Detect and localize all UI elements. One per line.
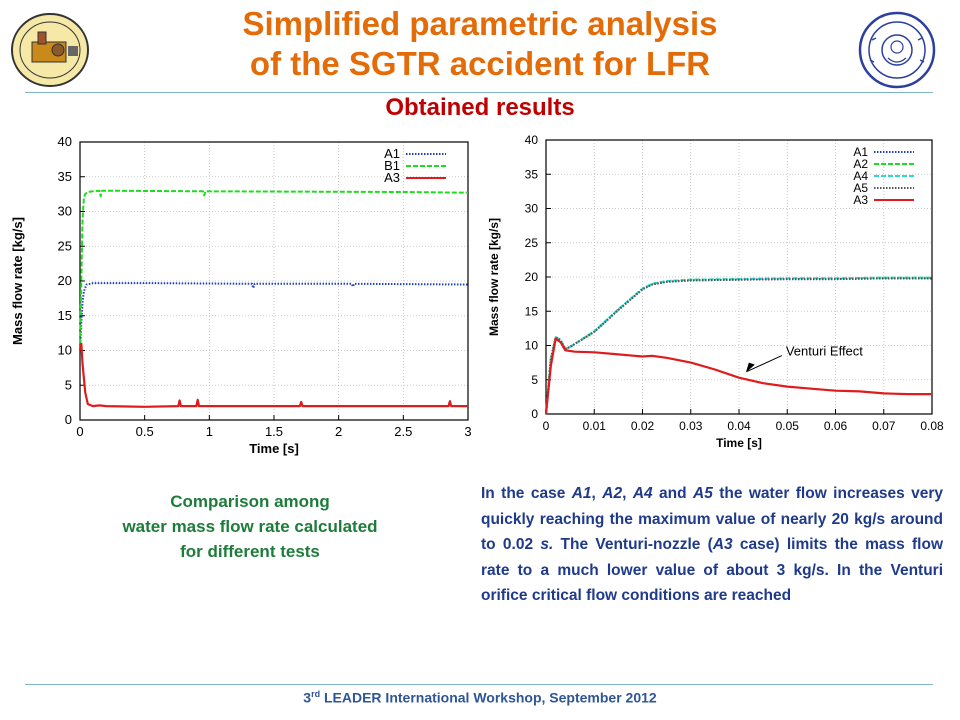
y-tick-label: 40 <box>525 133 539 147</box>
legend-label: A3 <box>384 170 400 185</box>
y-tick-label: 0 <box>65 412 72 427</box>
y-tick-label: 5 <box>531 373 538 387</box>
series-line-b1 <box>79 189 469 351</box>
x-tick-label: 1.5 <box>265 424 283 439</box>
description-segment: A4 <box>632 485 653 502</box>
y-tick-label: 35 <box>525 167 539 181</box>
legend-label: B1 <box>384 158 400 173</box>
chart-mass-flow-short: 0 0.01 0.02 0.03 0.04 0.05 0.06 0.07 0.08 0 5 10 15 2… <box>484 130 944 468</box>
description-segment: and <box>652 485 693 502</box>
legend-label: A1 <box>853 145 868 159</box>
x-tick-label: 2 <box>335 424 342 439</box>
caption-line: for different tests <box>180 542 320 561</box>
header-divider <box>25 92 933 93</box>
x-tick-label: 0.06 <box>824 419 848 433</box>
legend-label: A3 <box>853 193 868 207</box>
y-tick-label: 10 <box>525 339 539 353</box>
legend-label: A4 <box>853 169 868 183</box>
description-segment: , <box>622 485 633 502</box>
results-description: In the case A1, A2, A4 and A5 the water … <box>481 481 943 609</box>
footer-ordinal-suffix: rd <box>311 689 321 699</box>
caption-line: water mass flow rate calculated <box>122 517 378 536</box>
y-tick-label: 0 <box>531 407 538 421</box>
y-tick-label: 40 <box>58 134 72 149</box>
y-tick-label: 25 <box>525 236 539 250</box>
annotation-arrow <box>746 355 783 373</box>
chart-caption: Comparison among water mass flow rate ca… <box>60 489 440 564</box>
x-tick-label: 0.5 <box>136 424 154 439</box>
y-axis-label: Mass flow rate [kg/s] <box>10 217 25 345</box>
x-tick-label: 0.02 <box>631 419 655 433</box>
series-line-a3 <box>544 337 932 415</box>
x-tick-label: 0.07 <box>872 419 896 433</box>
description-segment: the water flow increases very quickly re… <box>481 485 943 553</box>
description-segment: s. <box>540 536 554 553</box>
slide-subtitle: Obtained results <box>385 94 575 121</box>
description-segment: A1 <box>571 485 592 502</box>
slide-title-line1: Simplified parametric analysis <box>242 5 718 42</box>
x-axis-label: Time [s] <box>249 441 299 456</box>
y-tick-label: 5 <box>65 377 72 392</box>
description-segment: A2 <box>602 485 623 502</box>
x-axis-label: Time [s] <box>716 436 762 450</box>
footer: 3rd LEADER International Workshop, Septe… <box>0 689 960 706</box>
y-tick-label: 15 <box>58 308 72 323</box>
legend-label: A2 <box>853 157 868 171</box>
y-tick-label: 30 <box>58 204 72 219</box>
y-tick-label: 15 <box>525 304 539 318</box>
legend-label: A1 <box>384 146 400 161</box>
footer-ordinal: 3 <box>303 689 312 706</box>
description-segment: The Venturi-nozzle ( <box>553 536 713 553</box>
series-line-a3 <box>78 342 468 408</box>
slide-title-line2: of the SGTR accident for LFR <box>249 45 711 82</box>
y-tick-label: 25 <box>58 238 72 253</box>
x-tick-label: 3 <box>464 424 471 439</box>
y-axis-label: Mass flow rate [kg/s] <box>487 218 501 336</box>
annotation-label: Venturi Effect <box>786 344 863 359</box>
y-tick-label: 10 <box>58 343 72 358</box>
series-line-a5 <box>545 277 932 415</box>
footer-divider <box>25 684 933 685</box>
x-tick-label: 2.5 <box>394 424 412 439</box>
description-segment: A5 <box>693 485 713 502</box>
x-tick-label: 0.05 <box>776 419 800 433</box>
caption-line: Comparison among <box>170 492 330 511</box>
y-tick-label: 20 <box>58 273 72 288</box>
x-tick-label: 1 <box>206 424 213 439</box>
description-segment: In the case <box>481 485 572 502</box>
institution-logo-left <box>11 13 89 87</box>
annotation-arrowhead <box>745 362 755 373</box>
y-tick-label: 30 <box>525 202 539 216</box>
x-tick-label: 0.04 <box>727 419 751 433</box>
x-tick-label: 0.03 <box>679 419 703 433</box>
legend-label: A5 <box>853 181 868 195</box>
y-tick-label: 35 <box>58 169 72 184</box>
x-tick-label: 0.01 <box>583 419 607 433</box>
series-line-a1 <box>79 282 469 351</box>
x-tick-label: 0 <box>76 424 83 439</box>
footer-text: LEADER International Workshop, September… <box>320 689 657 706</box>
x-tick-label: 0 <box>543 419 550 433</box>
x-tick-label: 0.08 <box>920 419 944 433</box>
description-segment: A3 <box>712 536 733 553</box>
description-segment: , <box>591 485 603 502</box>
description-segment: case) limits the mass flow rate to a muc… <box>481 536 943 604</box>
y-tick-label: 20 <box>525 270 539 284</box>
university-seal-logo <box>858 11 936 89</box>
